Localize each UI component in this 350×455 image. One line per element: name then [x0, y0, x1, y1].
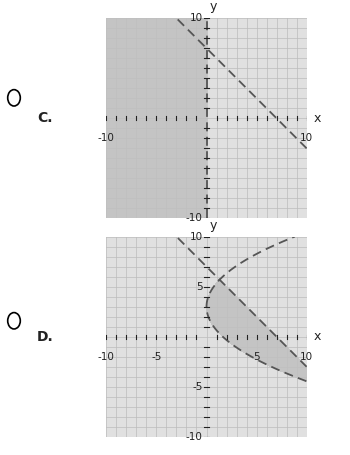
Text: 10: 10 — [189, 232, 203, 242]
Text: -10: -10 — [98, 133, 115, 143]
Text: -5: -5 — [192, 382, 203, 392]
Text: -10: -10 — [186, 432, 203, 442]
Text: y: y — [210, 0, 217, 13]
Text: x: x — [314, 330, 321, 343]
Text: -10: -10 — [186, 213, 203, 223]
Text: 10: 10 — [189, 13, 203, 23]
Text: x: x — [314, 112, 321, 125]
Text: -10: -10 — [98, 352, 115, 362]
Text: C.: C. — [38, 111, 53, 125]
Text: -5: -5 — [151, 352, 162, 362]
Text: D.: D. — [37, 330, 54, 344]
Text: 10: 10 — [300, 133, 313, 143]
Text: 10: 10 — [300, 352, 313, 362]
Text: 5: 5 — [253, 352, 260, 362]
Text: y: y — [210, 218, 217, 232]
Text: 5: 5 — [196, 282, 203, 292]
